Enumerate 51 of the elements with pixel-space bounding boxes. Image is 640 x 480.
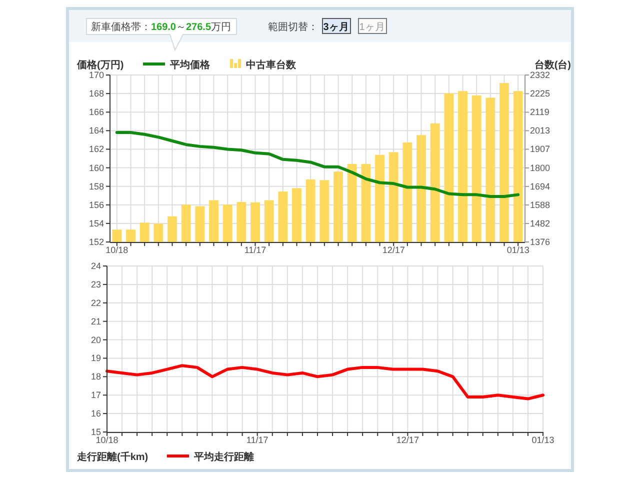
- y-tick-label: 24: [90, 261, 101, 271]
- y-tick-label: 164: [88, 126, 104, 136]
- y-tick-label: 22: [90, 298, 101, 308]
- legend-label: 平均走行距離: [193, 451, 254, 463]
- y-tick-label: 152: [88, 237, 104, 247]
- x-tick-label: 10/18: [106, 245, 128, 255]
- y-tick-label: 18: [90, 372, 101, 382]
- y2-axis-title: 台数(台): [534, 59, 571, 71]
- y-tick-label: 17: [90, 390, 101, 400]
- legend-label: 中古車台数: [246, 59, 297, 71]
- y-tick-label: 156: [88, 200, 104, 210]
- y-tick-label: 21: [90, 316, 101, 326]
- line-series: [115, 131, 520, 198]
- y-tick-label: 160: [88, 162, 104, 173]
- x-tick-label: 12/17: [396, 435, 419, 445]
- y-tick-label: 170: [88, 70, 104, 80]
- y2-tick-label: 1694: [530, 181, 550, 192]
- x-tick-label: 12/17: [382, 245, 405, 255]
- x-tick-label: 11/17: [246, 435, 268, 445]
- legend: 平均走行距離: [167, 452, 254, 463]
- legend-label: 平均価格: [169, 59, 211, 71]
- y-tick-label: 15: [90, 427, 101, 437]
- y2-tick-label: 2225: [530, 88, 550, 99]
- y2-tick-label: 1376: [530, 237, 550, 247]
- x-tick-label: 11/17: [244, 245, 266, 255]
- y2-tick-label: 1482: [530, 218, 550, 228]
- y2-tick-label: 2332: [530, 70, 550, 80]
- y-tick-label: 20: [90, 334, 101, 345]
- x-tick-label: 01/13: [532, 435, 554, 445]
- x-tick-label: 10/18: [96, 435, 118, 445]
- y-tick-label: 23: [90, 279, 101, 290]
- y2-tick-label: 2013: [530, 126, 550, 136]
- y-tick-label: 168: [88, 88, 104, 99]
- y-tick-label: 154: [88, 218, 104, 228]
- y-tick-label: 16: [90, 408, 101, 419]
- y-tick-label: 19: [90, 353, 101, 364]
- y-tick-label: 158: [88, 181, 104, 192]
- text: 範囲切替：: [268, 21, 318, 33]
- y-tick-label: 166: [88, 107, 104, 118]
- text: 新車価格帯：169.0～276.5万円: [90, 21, 232, 33]
- y2-tick-label: 2119: [530, 107, 550, 118]
- y2-tick-label: 1800: [530, 162, 550, 173]
- y-axis-title: 価格(万円): [76, 59, 124, 71]
- line-series: [106, 364, 544, 400]
- text: 3ヶ月: [323, 22, 349, 33]
- y-axis-title: 走行距離(千km): [76, 451, 148, 463]
- y2-tick-label: 1588: [530, 200, 550, 210]
- y-tick-label: 162: [88, 144, 104, 154]
- y2-tick-label: 1907: [530, 144, 550, 154]
- x-tick-label: 01/13: [506, 245, 530, 255]
- text: 1ヶ月: [359, 22, 385, 33]
